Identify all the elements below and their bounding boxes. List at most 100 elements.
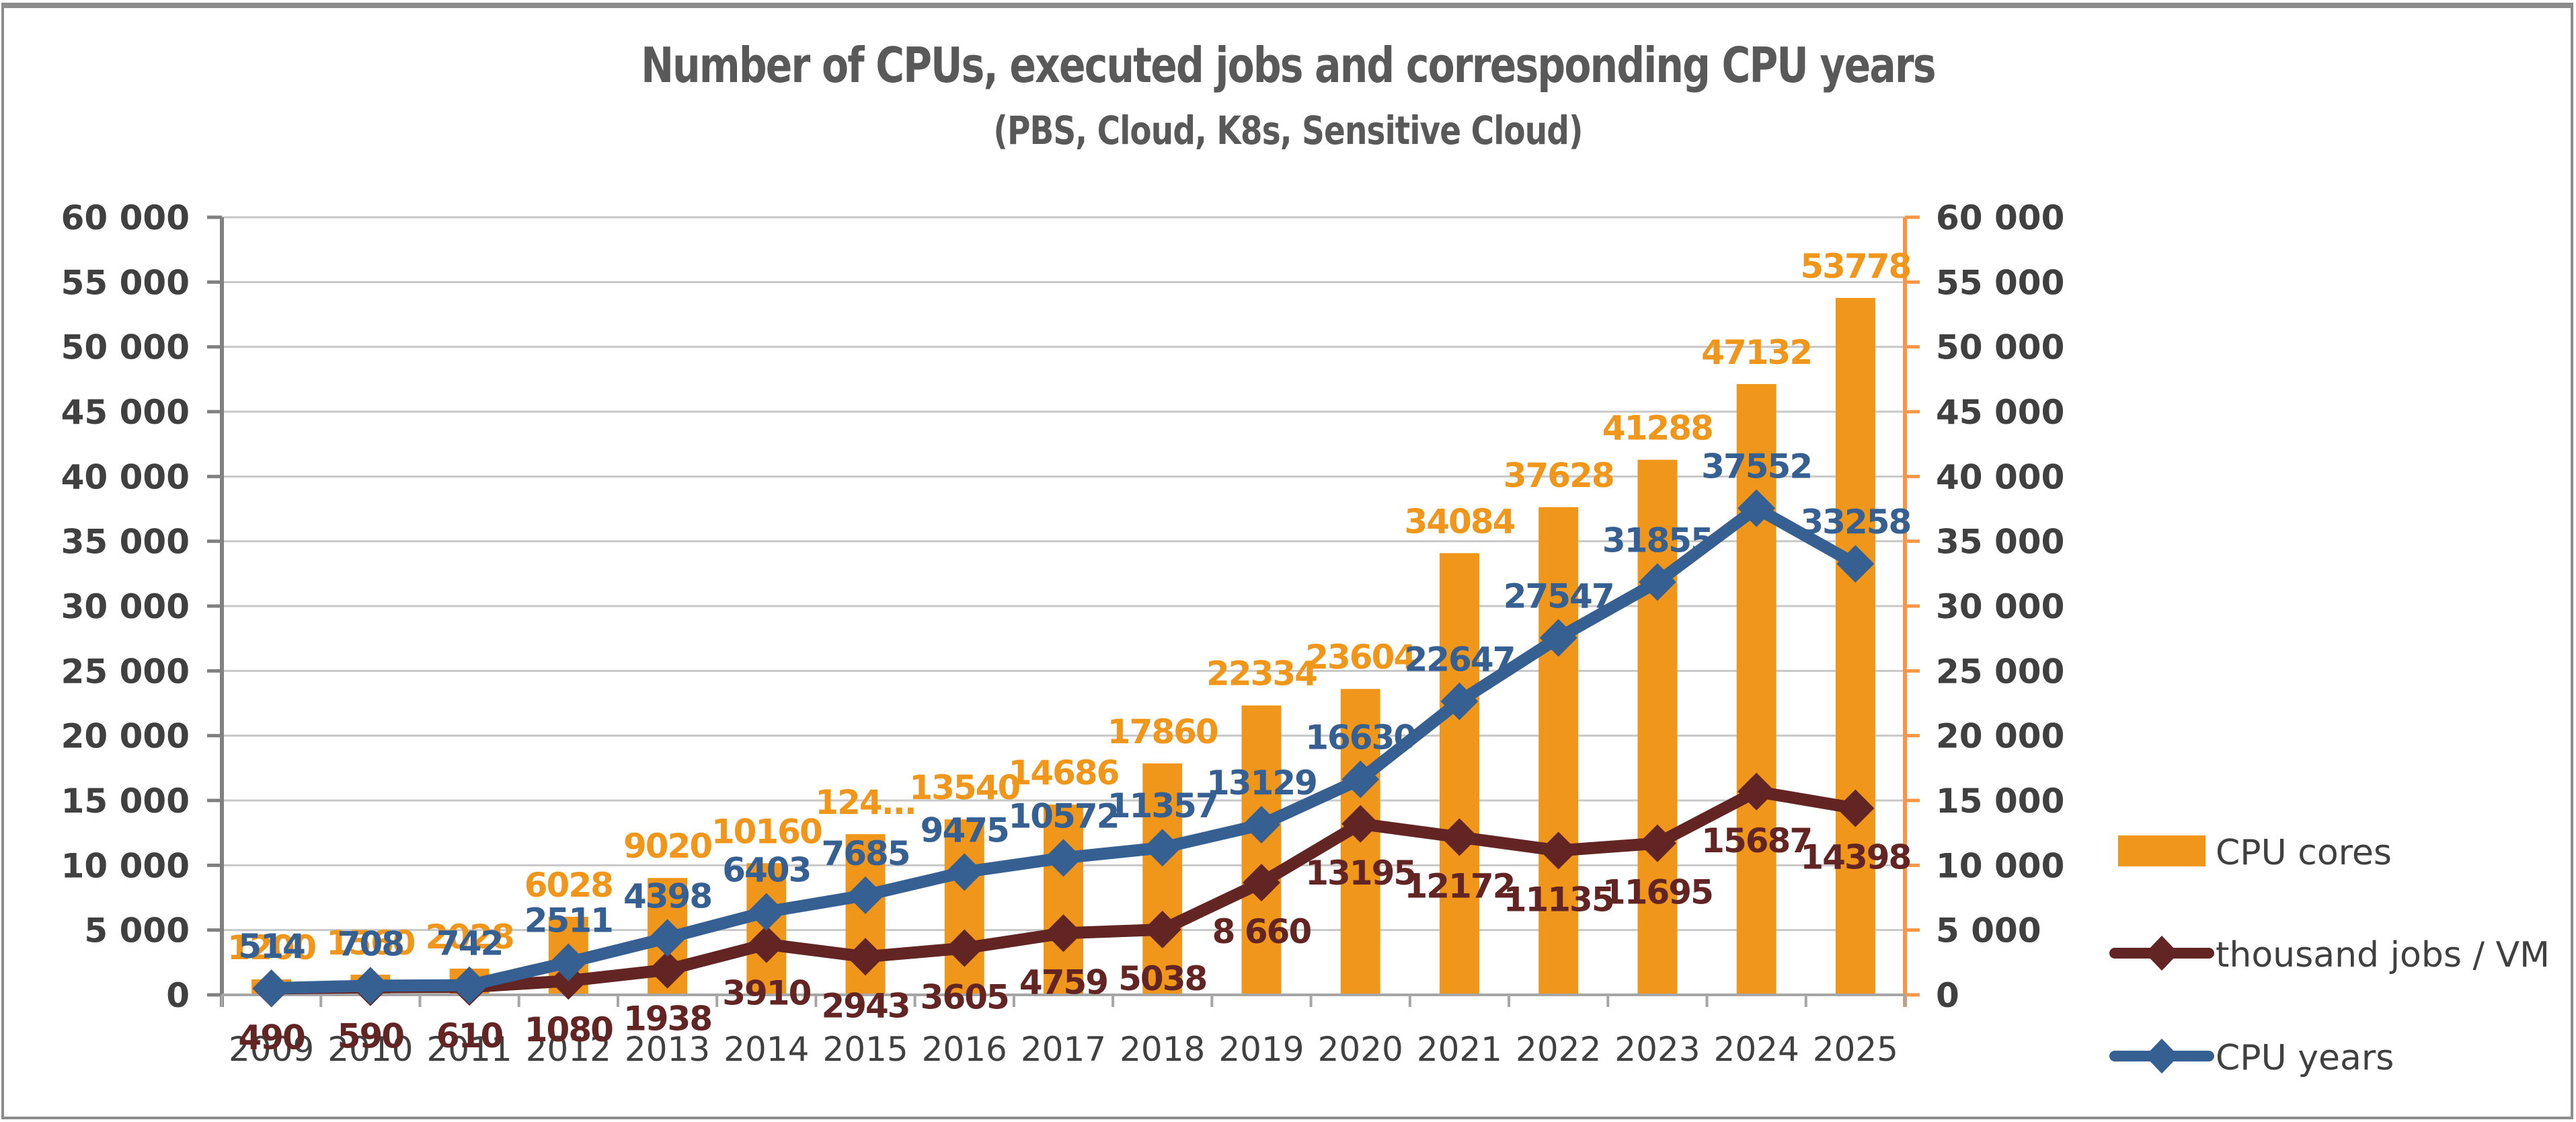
marker-thousand-jobs — [1440, 818, 1479, 856]
x-axis-tick-label: 2017 — [1021, 1030, 1106, 1069]
data-label-cpu-cores: 14686 — [1009, 753, 1119, 792]
data-label-thousand-jobs: 5038 — [1118, 959, 1206, 998]
x-axis-tick-label: 2013 — [625, 1030, 710, 1069]
data-label-cpu-cores: 10160 — [711, 812, 822, 851]
data-label-thousand-jobs: 1938 — [623, 1000, 711, 1039]
marker-cpu-years — [1836, 545, 1875, 583]
x-axis-tick-label: 2011 — [426, 1030, 512, 1069]
axes: 0 5 000 10 000 15 000 20 000 25 000 30 000 35 0… — [61, 198, 2065, 1069]
left-axis-tick-label: 50 000 — [61, 328, 190, 367]
marker-cpu-years — [1539, 619, 1577, 657]
marker-thousand-jobs — [747, 925, 785, 963]
right-axis-tick-label: 25 000 — [1936, 652, 2064, 691]
left-axis-tick-label: 30 000 — [61, 587, 190, 626]
marker-cpu-years — [747, 893, 785, 931]
marker-thousand-jobs — [1242, 864, 1280, 902]
marker-cpu-years — [1143, 829, 1181, 867]
marker-cpu-years — [1738, 489, 1776, 527]
marker-cpu-years — [648, 919, 687, 957]
data-label-cpu-years: 6403 — [722, 851, 810, 890]
data-label-cpu-years: 22647 — [1404, 640, 1514, 679]
marker-cpu-years — [1440, 682, 1479, 720]
data-label-thousand-jobs: 1080 — [524, 1010, 613, 1049]
chart-subtitle: (PBS, Cloud, K8s, Sensitive Cloud) — [993, 108, 1583, 153]
left-axis-tick-label: 20 000 — [61, 717, 190, 756]
x-axis-tick-label: 2024 — [1714, 1030, 1799, 1069]
marker-cpu-years — [549, 943, 588, 981]
marker-cpu-years — [1044, 839, 1083, 877]
right-axis-tick-label: 10 000 — [1936, 846, 2064, 885]
bar-cpu-cores — [1835, 297, 1875, 995]
data-label-cpu-cores: 22334 — [1206, 654, 1317, 694]
marker-cpu-years — [1242, 806, 1280, 844]
x-axis-tick-label: 2018 — [1120, 1030, 1205, 1069]
bar-cpu-cores — [1538, 507, 1579, 995]
data-label-cpu-cores: 6028 — [524, 866, 613, 905]
marker-thousand-jobs — [1341, 805, 1380, 843]
right-axis-tick-label: 40 000 — [1936, 457, 2064, 496]
left-axis-tick-label: 25 000 — [61, 652, 190, 691]
data-label-thousand-jobs: 11695 — [1602, 873, 1713, 912]
data-label-cpu-years: 10572 — [1009, 796, 1119, 835]
marker-thousand-jobs — [1836, 789, 1875, 827]
left-axis-tick-label: 35 000 — [61, 523, 190, 562]
x-axis-tick-label: 2009 — [229, 1030, 314, 1069]
bar-cpu-cores — [1142, 763, 1183, 995]
data-label-cpu-cores: 34084 — [1404, 502, 1514, 541]
data-label-cpu-years: 37552 — [1701, 447, 1811, 486]
data-label-cpu-years: 9475 — [921, 811, 1009, 850]
bar-cpu-cores — [1044, 805, 1083, 995]
marker-thousand-jobs — [1638, 824, 1676, 862]
x-axis-tick-label: 2020 — [1318, 1030, 1403, 1069]
data-label-cpu-years: 4398 — [623, 876, 711, 915]
legend-swatch-cpu-cores — [2118, 835, 2206, 866]
data-label-cpu-years: 11357 — [1107, 786, 1218, 825]
bar-cpu-cores — [1439, 553, 1479, 995]
data-label-thousand-jobs: 610 — [436, 1016, 503, 1055]
right-axis-tick-label: 30 000 — [1936, 587, 2064, 626]
data-label-cpu-cores: 9020 — [623, 827, 711, 866]
line-series — [252, 489, 1875, 1008]
bar-cpu-cores — [1637, 459, 1678, 995]
marker-cpu-years — [847, 876, 885, 914]
data-label-cpu-years: 16630 — [1305, 718, 1415, 757]
x-axis-tick-label: 2021 — [1417, 1030, 1502, 1069]
data-label-cpu-cores: 1560 — [326, 924, 414, 963]
right-axis-tick-label: 45 000 — [1936, 393, 2064, 432]
data-label-thousand-jobs: 3910 — [722, 974, 810, 1013]
data-label-cpu-years: 33258 — [1800, 502, 1910, 541]
marker-cpu-years — [1638, 563, 1676, 601]
x-axis-tick-label: 2022 — [1516, 1030, 1601, 1069]
data-label-thousand-jobs: 490 — [238, 1018, 305, 1057]
left-axis-tick-label: 10 000 — [61, 846, 190, 885]
data-label-thousand-jobs: 12172 — [1404, 866, 1514, 905]
left-axis-tick-label: 0 — [166, 976, 190, 1015]
data-label-thousand-jobs: 11135 — [1504, 880, 1614, 919]
marker-thousand-jobs — [1738, 772, 1776, 811]
data-label-cpu-cores: 13540 — [909, 768, 1019, 807]
data-label-cpu-cores: 41288 — [1602, 409, 1713, 448]
marker-thousand-jobs — [1044, 914, 1083, 952]
chart-frame — [1, 3, 2573, 1119]
data-label-thousand-jobs: 15687 — [1701, 821, 1811, 860]
data-label-cpu-years: 708 — [338, 924, 403, 963]
marker-thousand-jobs — [945, 929, 984, 967]
data-label-cpu-years: 742 — [436, 924, 502, 963]
left-axis-tick-label: 40 000 — [61, 457, 190, 496]
bar-cpu-cores — [1736, 383, 1777, 995]
right-axis-tick-label: 35 000 — [1936, 523, 2064, 562]
legend-marker-thousand-jobs — [2145, 936, 2179, 971]
left-axis-tick-label: 5 000 — [84, 911, 190, 950]
gridlines — [222, 216, 1905, 932]
x-axis-tick-label: 2010 — [327, 1030, 413, 1069]
legend-label-cpu-years: CPU years — [2216, 1038, 2394, 1078]
x-axis-tick-label: 2019 — [1218, 1030, 1304, 1069]
left-axis-tick-label: 55 000 — [61, 263, 190, 302]
right-axis-tick-label: 0 — [1936, 976, 1959, 1015]
right-axis-tick-label: 15 000 — [1936, 782, 2064, 821]
data-label-thousand-jobs: 13195 — [1305, 854, 1415, 893]
marker-thousand-jobs — [847, 938, 885, 976]
data-label-cpu-years: 31855 — [1602, 521, 1713, 560]
right-axis-tick-label: 60 000 — [1936, 198, 2064, 237]
